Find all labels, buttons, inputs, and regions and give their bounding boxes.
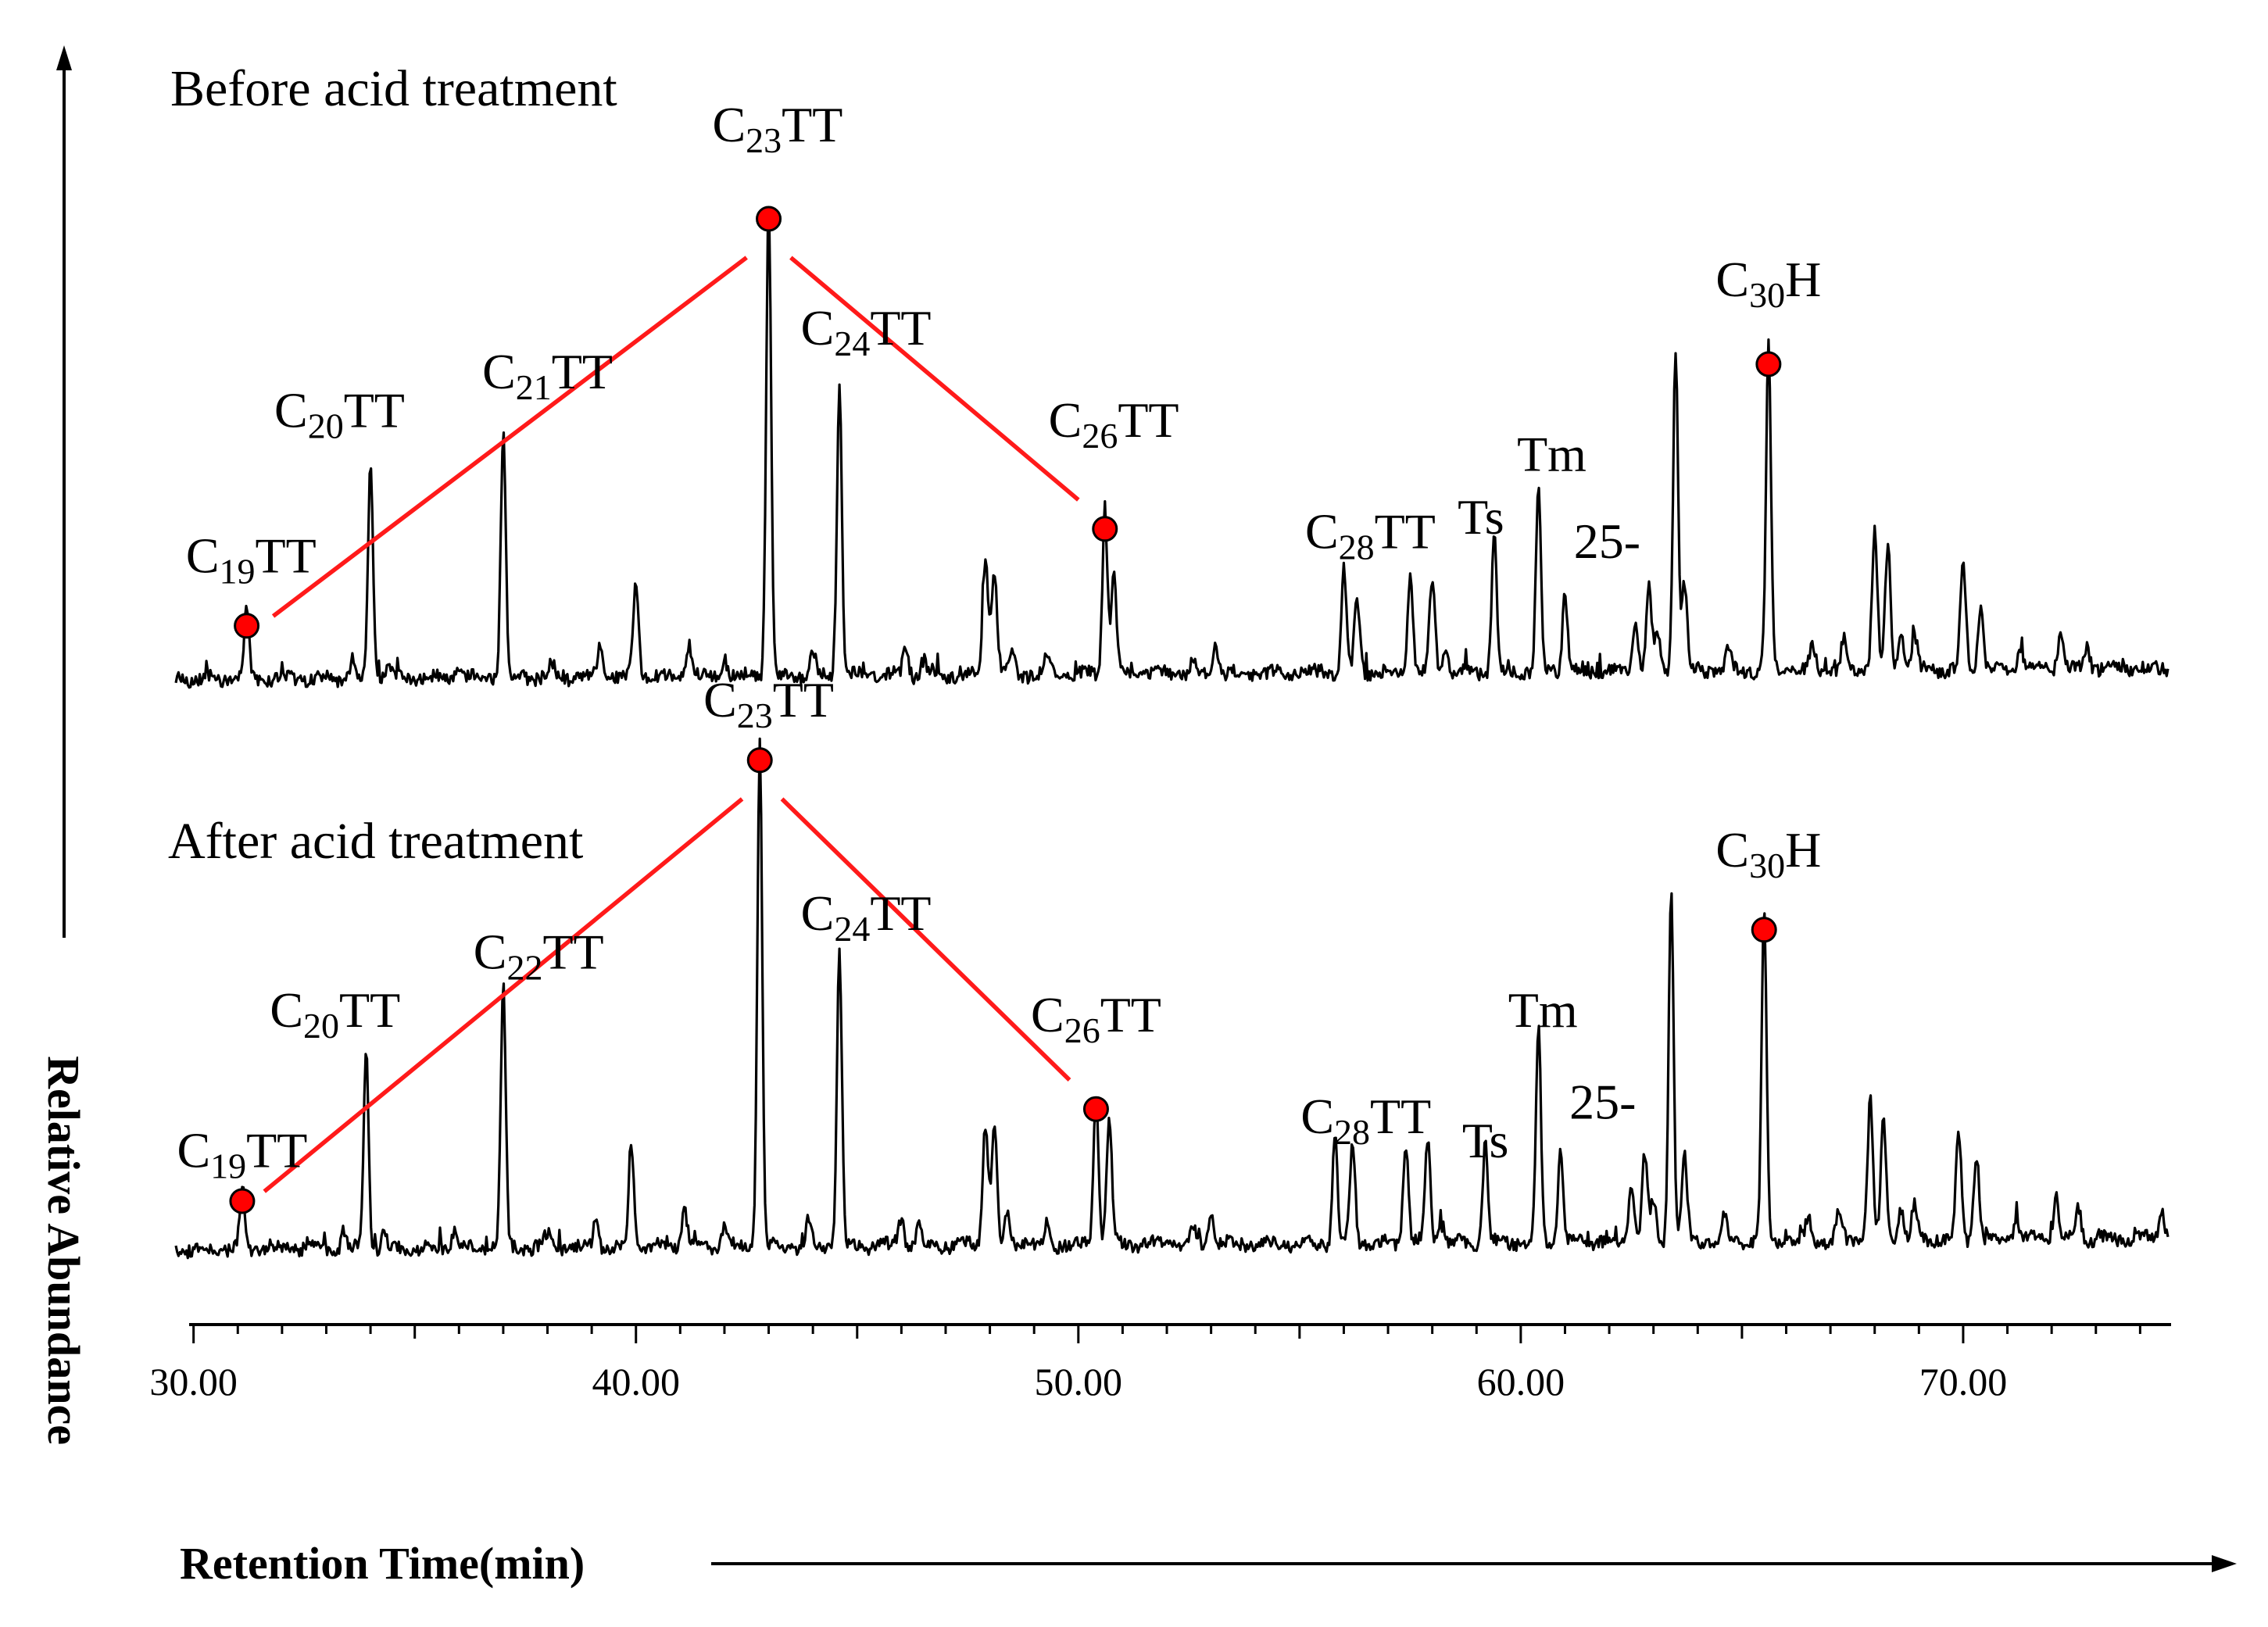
peak-marker (234, 613, 260, 639)
peak-label: C28TT (1300, 1089, 1431, 1152)
peak-marker (229, 1188, 256, 1214)
ratio-line (271, 256, 748, 618)
chromatogram-trace (174, 737, 2170, 1260)
x-axis: 30.00 40.00 50.00 60.00 70.00 (149, 1323, 2171, 1404)
panel-title: After acid treatment (168, 813, 583, 870)
peak-label: 25- (1569, 1075, 1636, 1130)
peak-label: C22TT (474, 924, 604, 987)
x-axis-title: Retention Time(min) (180, 1538, 585, 1589)
x-tick-label: 30.00 (149, 1360, 238, 1404)
ratio-line (263, 797, 744, 1193)
ratio-line (789, 256, 1080, 502)
y-axis-title: Relative Abundance (38, 1056, 89, 1445)
peak-label: C26TT (1049, 392, 1179, 456)
x-tick-label: 60.00 (1477, 1360, 1565, 1404)
peak-label: Tm (1517, 426, 1587, 481)
panel-before-acid-treatment: Before acid treatment C19TT C20TT C21TT C23T… (170, 60, 2170, 689)
peak-label: C20TT (270, 982, 400, 1046)
peak-label: C26TT (1031, 987, 1161, 1050)
panel-after-acid-treatment: After acid treatment C19TT C20TT C22TT C23TT… (168, 672, 2170, 1260)
peak-label: C23TT (703, 672, 834, 735)
peak-marker (1092, 516, 1118, 542)
y-axis-arrow (56, 45, 72, 938)
peak-label: C19TT (186, 528, 317, 592)
peak-label: C23TT (712, 97, 842, 160)
panel-title: Before acid treatment (170, 60, 617, 117)
chromatogram-trace (174, 207, 2170, 689)
ratio-line (780, 797, 1071, 1082)
peak-label: Tm (1508, 982, 1578, 1038)
x-tick-label: 50.00 (1035, 1360, 1123, 1404)
peak-label: C30H (1715, 822, 1821, 885)
peak-label: C21TT (482, 344, 613, 407)
peak-marker (1082, 1096, 1109, 1122)
peak-marker (1751, 917, 1777, 943)
peak-label: C30H (1715, 252, 1821, 315)
peak-label: C19TT (177, 1123, 307, 1186)
peak-marker (746, 747, 773, 774)
peak-label: C24TT (801, 300, 932, 363)
peak-label: 25- (1574, 513, 1640, 569)
x-tick-label: 70.00 (1919, 1360, 2008, 1404)
peak-label: Ts (1462, 1113, 1509, 1168)
x-tick-label: 40.00 (592, 1360, 680, 1404)
peak-label: Ts (1458, 489, 1504, 545)
peak-marker (1755, 351, 1782, 377)
peak-label: C28TT (1305, 504, 1436, 567)
x-axis-arrow (711, 1555, 2237, 1572)
peak-label: C20TT (274, 383, 405, 446)
peak-marker (756, 206, 782, 232)
peak-label: C24TT (801, 885, 932, 949)
